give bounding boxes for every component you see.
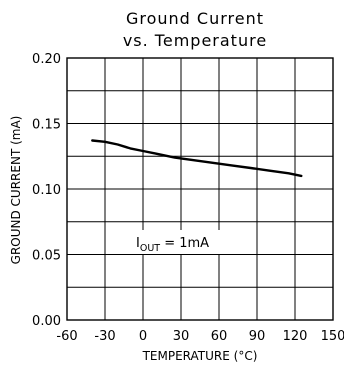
y-tick-label: 0.15 [32,118,61,133]
x-tick-labels: -60 -30 0 30 60 90 120 150 [56,329,344,344]
series-line [91,139,303,178]
annotation-subscript: OUT [140,243,160,254]
x-tick-label: 150 [321,329,344,344]
x-tick-label: 90 [249,329,266,344]
x-tick-label: 0 [139,329,147,344]
y-tick-label: 0.05 [32,249,61,264]
grid [66,57,334,321]
annotation-main: I [136,236,140,251]
x-axis-label: TEMPERATURE (°C) [142,349,258,363]
y-axis-label: GROUND CURRENT (mA) [9,116,23,265]
y-tick-labels: 0.00 0.05 0.10 0.15 0.20 [32,52,61,329]
y-tick-label: 0.10 [32,183,61,198]
x-tick-label: -60 [56,329,77,344]
series-group [91,139,303,178]
annotation-rest: = 1mA [160,236,209,251]
x-tick-label: -30 [94,329,115,344]
x-tick-label: 30 [173,329,190,344]
annotation-background [128,230,236,254]
chart-title-line1: Ground Current [126,9,264,28]
y-tick-label: 0.00 [32,314,61,329]
x-tick-label: 120 [283,329,308,344]
annotation-label: IOUT = 1mA [136,236,209,254]
plot-frame [66,57,334,321]
x-tick-label: 60 [211,329,228,344]
y-tick-label: 0.20 [32,52,61,67]
chart-title-line2: vs. Temperature [123,31,267,50]
